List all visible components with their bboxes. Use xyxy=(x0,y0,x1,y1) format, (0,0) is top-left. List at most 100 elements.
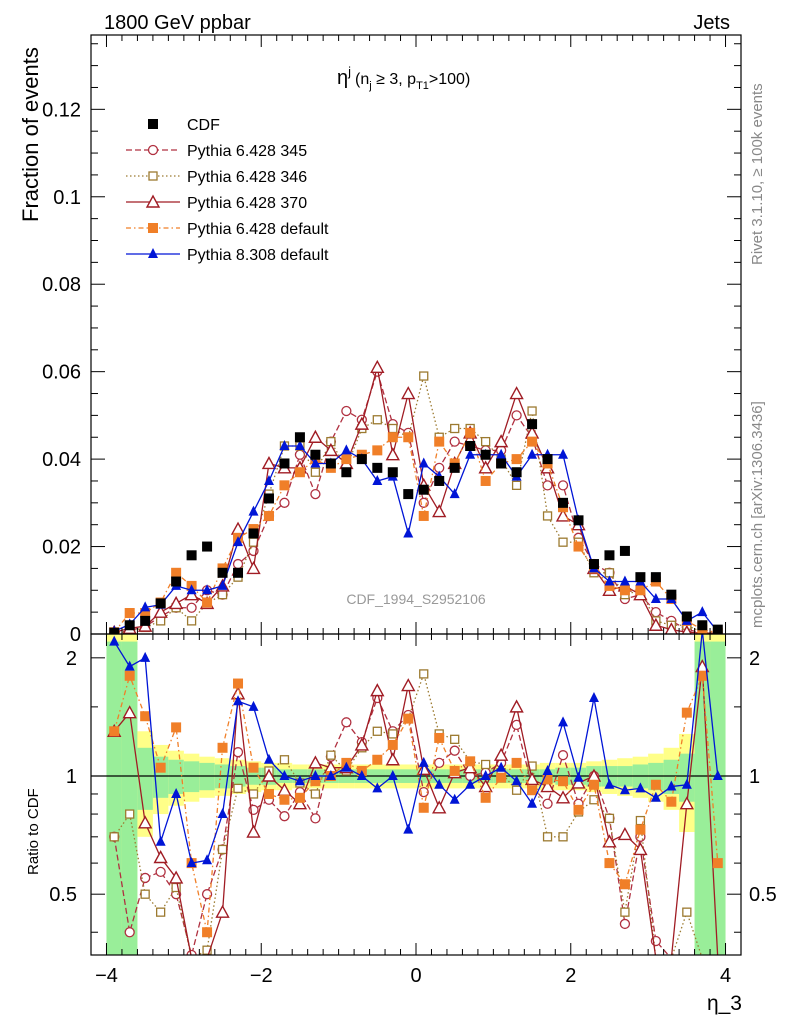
ratio-point-pythia-8-308-default xyxy=(140,651,151,662)
ratio-point-pythia-6-428-370 xyxy=(416,761,431,776)
data-point-cdf xyxy=(465,440,476,451)
y-tick-label: 0 xyxy=(70,624,81,646)
data-point-cdf xyxy=(124,620,135,631)
data-point-pythia-8-308-default xyxy=(310,457,321,468)
ratio-point-pythia-8-308-default xyxy=(341,761,352,772)
data-point-pythia-6-428-default xyxy=(604,580,615,591)
ratio-point-pythia-6-428-346 xyxy=(635,815,646,826)
ratio-point-pythia-8-308-default xyxy=(449,793,460,804)
data-point-cdf xyxy=(619,545,630,556)
data-point-cdf xyxy=(356,454,367,465)
data-point-cdf xyxy=(279,458,290,469)
ratio-line-pythia-8-308-default xyxy=(113,634,719,864)
data-point-pythia-6-428-370 xyxy=(230,521,246,535)
ratio-point-pythia-6-428-370 xyxy=(168,870,184,884)
ratio-point-pythia-6-428-370 xyxy=(122,705,137,719)
data-point-pythia-6-428-345 xyxy=(341,405,352,417)
title-nsub: j xyxy=(368,80,371,92)
chart-title: ηj (nj ≥ 3, pT1>100) xyxy=(337,64,470,92)
legend-marker-pythia-8-308-default xyxy=(148,248,158,258)
x-tick-label: 0 xyxy=(410,965,421,987)
ratio-point-pythia-6-428-370 xyxy=(215,904,230,918)
ratio-point-pythia-6-428-370 xyxy=(478,779,493,793)
data-point-pythia-6-428-default xyxy=(635,585,646,596)
data-point-cdf xyxy=(666,589,677,600)
data-point-pythia-6-428-default xyxy=(418,510,429,521)
ratio-point-pythia-6-428-370 xyxy=(432,800,447,814)
ratio-point-pythia-6-428-default xyxy=(248,762,259,773)
data-point-pythia-8-308-default xyxy=(186,584,197,595)
legend-marker-pythia-6-428-370 xyxy=(145,194,161,208)
data-point-pythia-6-428-370 xyxy=(261,456,277,470)
data-point-pythia-6-428-370 xyxy=(493,434,509,448)
header-left-title: 1800 GeV ppbar xyxy=(104,12,251,34)
ratio-point-pythia-6-428-default xyxy=(140,711,151,722)
ratio-point-pythia-6-428-default xyxy=(558,776,569,787)
data-point-pythia-6-428-default xyxy=(279,480,290,491)
ratio-point-pythia-6-428-default xyxy=(372,754,383,765)
ratio-point-pythia-6-428-346 xyxy=(217,844,228,855)
ratio-point-pythia-6-428-346 xyxy=(542,832,553,842)
x-tick-label: 4 xyxy=(720,965,731,987)
ratio-point-pythia-6-428-default xyxy=(604,858,615,869)
data-point-cdf xyxy=(341,467,352,478)
ratio-point-pythia-6-428-default xyxy=(619,879,630,890)
data-point-cdf xyxy=(681,611,692,622)
series-layer xyxy=(107,359,723,955)
ratio-point-pythia-6-428-default xyxy=(666,796,677,807)
ratio-point-pythia-8-308-default xyxy=(635,782,646,793)
ratio-point-pythia-6-428-370 xyxy=(571,775,586,789)
ratio-point-pythia-8-308-default xyxy=(155,835,166,846)
data-point-pythia-6-428-default xyxy=(480,475,491,486)
data-point-cdf xyxy=(542,454,553,465)
ratio-point-pythia-6-428-346 xyxy=(372,726,382,736)
data-point-pythia-6-428-346 xyxy=(558,537,568,547)
ratio-point-pythia-6-428-346 xyxy=(310,789,321,799)
ratio-point-pythia-8-308-default xyxy=(263,753,274,764)
ratio-point-pythia-6-428-default xyxy=(480,792,491,803)
ratio-point-pythia-6-428-default xyxy=(202,927,213,938)
data-point-pythia-6-428-346 xyxy=(155,616,166,626)
ratio-point-pythia-8-308-default xyxy=(325,770,336,781)
ratio-point-pythia-6-428-default xyxy=(109,726,120,737)
data-point-pythia-6-428-346 xyxy=(527,406,537,416)
ratio-point-pythia-6-428-346 xyxy=(450,734,460,744)
x-tick-label: −2 xyxy=(250,965,273,987)
ratio-point-pythia-8-308-default xyxy=(202,854,213,865)
ratio-line-pythia-6-428-345 xyxy=(113,696,670,955)
axis-ticks: −4 −2 0 2 400.020.040.060.080.10.120.5 0.51 12… xyxy=(42,35,777,987)
ratio-point-pythia-8-308-default xyxy=(294,775,305,786)
ratio-y-axis-label: Ratio to CDF xyxy=(25,788,42,875)
data-point-pythia-6-428-346 xyxy=(310,467,321,477)
data-point-pythia-8-308-default xyxy=(263,474,274,485)
title-close: >100) xyxy=(429,71,470,88)
ratio-point-pythia-6-428-default xyxy=(124,670,135,681)
data-point-cdf xyxy=(588,559,599,570)
title-geq: ≥ 3, p xyxy=(372,71,416,88)
x-axis-label: η_3 xyxy=(707,992,742,1015)
ratio-point-pythia-8-308-default xyxy=(480,770,491,781)
ratio-point-pythia-6-428-346 xyxy=(511,785,522,795)
data-point-cdf xyxy=(155,598,166,609)
ratio-point-pythia-6-428-345 xyxy=(124,927,135,938)
data-point-pythia-8-308-default xyxy=(217,579,228,590)
ratio-point-pythia-6-428-346 xyxy=(589,795,599,805)
y-tick-label: 0.12 xyxy=(42,99,81,121)
data-point-pythia-6-428-345 xyxy=(511,410,522,421)
data-point-pythia-6-428-346 xyxy=(511,480,522,490)
data-point-cdf xyxy=(511,467,522,478)
ratio-point-pythia-8-308-default xyxy=(372,782,383,793)
y-tick-label: 0.1 xyxy=(53,187,81,209)
ratio-point-pythia-6-428-345 xyxy=(341,717,352,728)
data-point-cdf xyxy=(449,462,460,473)
ratio-point-pythia-6-428-345 xyxy=(201,889,213,900)
ratio-point-pythia-6-428-345 xyxy=(186,949,197,955)
ratio-point-pythia-6-428-default xyxy=(511,757,522,768)
ratio-point-pythia-6-428-default xyxy=(712,858,723,869)
data-point-pythia-6-428-default xyxy=(140,608,151,619)
data-point-pythia-6-428-370 xyxy=(323,442,339,457)
data-point-pythia-6-428-default xyxy=(202,597,213,608)
y-axis-label: Fraction of events xyxy=(18,47,43,222)
ratio-point-pythia-8-308-default xyxy=(171,787,182,798)
data-point-pythia-8-308-default xyxy=(202,584,213,595)
